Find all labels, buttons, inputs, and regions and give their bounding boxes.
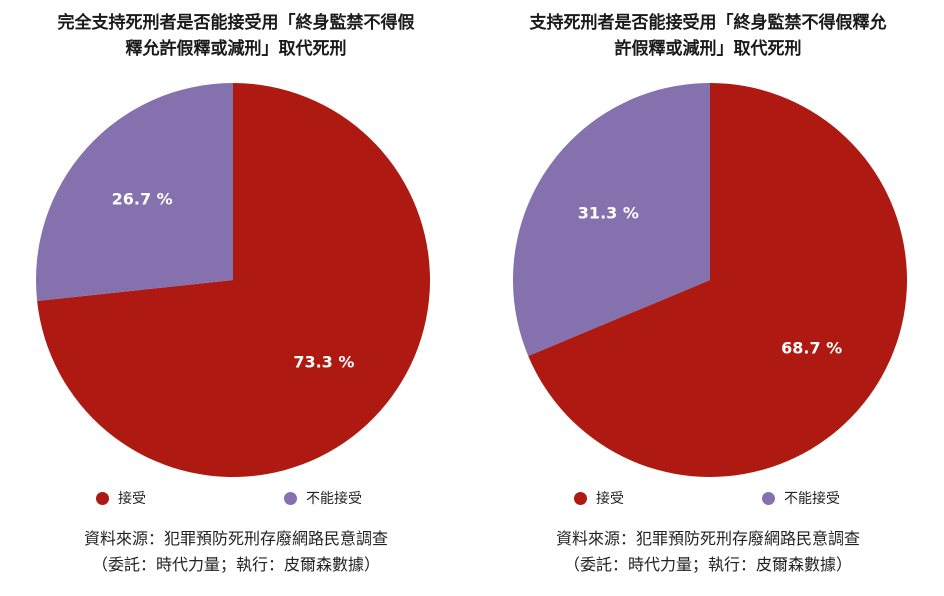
chart-title: 支持死刑者是否能接受用「終身監禁不得假釋允 許假釋或減刑」取代死刑 (492, 10, 924, 62)
chart-title-line-1: 完全支持死刑者是否能接受用「終身監禁不得假 (57, 13, 415, 33)
legend-label-reject: 不能接受 (784, 491, 840, 507)
pie-slice-reject (513, 83, 710, 356)
pie-chart: 73.3 % 26.7 % (36, 83, 431, 477)
legend-label-accept: 接受 (118, 491, 146, 507)
legend-label-accept: 接受 (596, 491, 624, 507)
pie-value-label-accept: 68.7 % (781, 339, 842, 358)
data-source-line-1: 資料來源：犯罪預防死刑存廢網路民意調查 (83, 529, 388, 548)
chart-title-line-1: 支持死刑者是否能接受用「終身監禁不得假釋允 (529, 13, 887, 33)
legend-item-reject: 不能接受 (284, 488, 362, 508)
data-source-note: 資料來源：犯罪預防死刑存廢網路民意調查 （委託：時代力量；執行：皮爾森數據） (0, 526, 472, 578)
data-source-line-1: 資料來源：犯罪預防死刑存廢網路民意調查 (555, 529, 860, 548)
data-source-line-2: （委託：時代力量；執行：皮爾森數據） (91, 555, 380, 574)
legend-item-accept: 接受 (96, 488, 146, 508)
data-source-line-2: （委託：時代力量；執行：皮爾森數據） (563, 555, 852, 574)
legend-swatch-accept (96, 491, 109, 505)
legend-item-reject: 不能接受 (762, 488, 840, 508)
legend-label-reject: 不能接受 (306, 491, 362, 507)
chart-title-line-2: 許假釋或減刑」取代死刑 (614, 39, 802, 59)
chart-panel-left: 完全支持死刑者是否能接受用「終身監禁不得假 釋允許假釋或減刑」取代死刑 73.3… (0, 10, 472, 578)
chart-panel-right: 支持死刑者是否能接受用「終身監禁不得假釋允 許假釋或減刑」取代死刑 68.7 %… (472, 0, 944, 596)
legend-swatch-accept (574, 491, 587, 505)
pie-slice-accept (528, 83, 907, 477)
data-source-note: 資料來源：犯罪預防死刑存廢網路民意調查 （委託：時代力量；執行：皮爾森數據） (472, 526, 944, 578)
legend-swatch-reject (284, 491, 297, 505)
legend-swatch-reject (762, 491, 775, 505)
pie-value-label-accept: 73.3 % (293, 353, 354, 372)
chart-title-line-2: 釋允許假釋或減刑」取代死刑 (125, 39, 347, 59)
pie-value-label-reject: 26.7 % (112, 189, 173, 208)
pie-slice-accept (37, 83, 431, 477)
pie-chart: 68.7 % 31.3 % (513, 83, 907, 477)
legend-item-accept: 接受 (574, 488, 624, 508)
pie-value-label-reject: 31.3 % (578, 203, 639, 222)
chart-title: 完全支持死刑者是否能接受用「終身監禁不得假 釋允許假釋或減刑」取代死刑 (20, 10, 452, 62)
pie-slice-reject (36, 83, 234, 302)
